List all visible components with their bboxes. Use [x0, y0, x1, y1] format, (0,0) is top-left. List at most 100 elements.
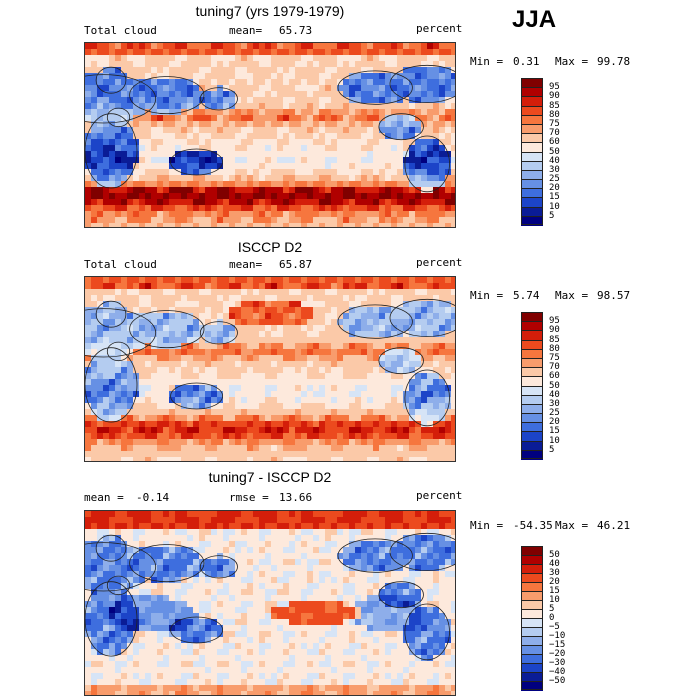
map-cell — [169, 61, 176, 68]
map-cell — [157, 433, 164, 440]
map-cell — [253, 313, 260, 320]
map-cell — [205, 571, 212, 578]
map-cell — [145, 421, 152, 428]
map-cell — [373, 397, 380, 404]
map-cell — [247, 55, 254, 62]
map-cell — [373, 97, 380, 104]
map-cell — [139, 157, 146, 164]
colorbar-swatch — [521, 413, 543, 423]
map-cell — [103, 349, 110, 356]
map-cell — [409, 571, 416, 578]
map-cell — [301, 529, 308, 536]
map-cell — [367, 511, 374, 518]
map-cell — [361, 601, 368, 608]
map-cell — [193, 127, 200, 134]
map-cell — [241, 529, 248, 536]
map-cell — [265, 211, 272, 218]
map-cell — [343, 133, 350, 140]
map-cell — [403, 553, 410, 560]
map-cell — [289, 91, 296, 98]
map-cell — [409, 421, 416, 428]
map-cell — [307, 379, 314, 386]
map-cell — [313, 79, 320, 86]
colorbar-frame — [521, 78, 543, 225]
map-cell — [271, 373, 278, 380]
map-cell — [193, 55, 200, 62]
map-cell — [229, 391, 236, 398]
map-cell — [271, 121, 278, 128]
map-cell — [343, 145, 350, 152]
map-cell — [97, 529, 104, 536]
map-cell — [361, 223, 368, 227]
map-cell — [217, 145, 224, 152]
map-cell — [181, 205, 188, 212]
map-cell — [85, 361, 92, 368]
map-cell — [271, 367, 278, 374]
map-cell — [241, 439, 248, 446]
map-cell — [313, 421, 320, 428]
map-cell — [301, 193, 308, 200]
map-cell — [361, 175, 368, 182]
map-cell — [355, 133, 362, 140]
map-cell — [295, 61, 302, 68]
map-cell — [313, 43, 320, 50]
map-cell — [199, 103, 206, 110]
map-cell — [139, 397, 146, 404]
map-cell — [433, 307, 440, 314]
map-cell — [223, 523, 230, 530]
map-cell — [319, 169, 326, 176]
panel1-max-value: 99.78 — [597, 55, 631, 68]
map-cell — [319, 367, 326, 374]
map-cell — [145, 115, 152, 122]
map-cell — [217, 127, 224, 134]
map-cell — [187, 289, 194, 296]
colorbar-tick-label: 20 — [549, 183, 560, 194]
map-cell — [115, 211, 122, 218]
map-cell — [127, 205, 134, 212]
map-cell — [121, 121, 128, 128]
map-cell — [313, 295, 320, 302]
map-cell — [121, 175, 128, 182]
map-cell — [193, 307, 200, 314]
map-cell — [151, 295, 158, 302]
map-cell — [187, 445, 194, 452]
map-cell — [145, 541, 152, 548]
map-cell — [385, 421, 392, 428]
map-cell — [379, 403, 386, 410]
map-cell — [391, 169, 398, 176]
map-cell — [133, 175, 140, 182]
map-cell — [145, 109, 152, 116]
map-cell — [121, 373, 128, 380]
map-cell — [115, 61, 122, 68]
map-cell — [445, 217, 452, 224]
map-cell — [85, 523, 92, 530]
map-cell — [223, 61, 230, 68]
map-cell — [223, 199, 230, 206]
map-cell — [103, 175, 110, 182]
map-cell — [319, 55, 326, 62]
map-cell — [151, 121, 158, 128]
map-cell — [235, 367, 242, 374]
map-cell — [205, 223, 212, 227]
map-cell — [205, 457, 212, 461]
map-cell — [223, 361, 230, 368]
map-cell — [283, 169, 290, 176]
map-cell — [301, 121, 308, 128]
map-cell — [109, 289, 116, 296]
map-cell — [223, 445, 230, 452]
map-cell — [121, 103, 128, 110]
map-cell — [295, 361, 302, 368]
map-cell — [313, 409, 320, 416]
map-cell — [385, 553, 392, 560]
map-cell — [265, 139, 272, 146]
map-cell — [391, 337, 398, 344]
map-cell — [121, 559, 128, 566]
map-cell — [175, 217, 182, 224]
map-cell — [301, 601, 308, 608]
map-cell — [229, 409, 236, 416]
map-cell — [379, 547, 386, 554]
map-cell — [223, 73, 230, 80]
map-cell — [193, 85, 200, 92]
map-cell — [205, 193, 212, 200]
map-cell — [211, 187, 218, 194]
